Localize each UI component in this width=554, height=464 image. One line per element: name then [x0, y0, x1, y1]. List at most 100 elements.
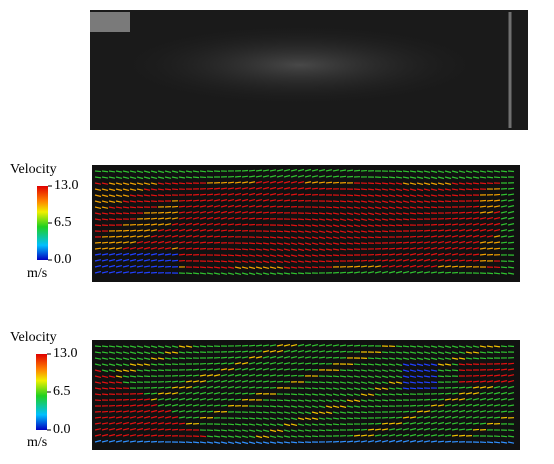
vector — [326, 382, 332, 383]
vector — [354, 412, 360, 413]
vector — [200, 436, 206, 437]
vector — [361, 429, 367, 430]
vector — [396, 346, 402, 347]
vector — [256, 387, 262, 388]
vector — [340, 370, 346, 371]
vector — [480, 254, 486, 255]
vector — [473, 381, 479, 382]
vector — [494, 369, 500, 370]
vector — [144, 376, 150, 377]
vector — [347, 418, 353, 419]
vector — [417, 213, 423, 214]
vector — [151, 272, 157, 273]
photo-nozzle — [90, 12, 130, 32]
vector — [396, 394, 402, 395]
vector — [333, 182, 339, 183]
vector — [144, 272, 150, 273]
vector — [144, 224, 150, 225]
vector — [137, 224, 143, 225]
vector — [242, 224, 248, 225]
vector — [340, 351, 346, 352]
vector — [333, 424, 339, 425]
vector — [487, 248, 493, 249]
vector — [487, 200, 493, 201]
vector — [179, 183, 185, 184]
vector — [501, 346, 507, 347]
vector — [319, 188, 325, 189]
vector — [305, 388, 311, 389]
vector — [116, 405, 122, 406]
vector — [452, 195, 458, 196]
vector — [452, 266, 458, 267]
vector — [193, 352, 199, 353]
vector — [452, 435, 458, 436]
vector — [424, 207, 430, 208]
vector — [277, 206, 283, 207]
vector — [438, 376, 444, 377]
vector — [179, 358, 185, 359]
vector — [473, 260, 479, 261]
vector — [249, 170, 255, 171]
vector — [249, 243, 255, 244]
colorbar — [36, 354, 47, 430]
vector — [305, 219, 311, 220]
vector — [431, 399, 437, 400]
vector — [291, 273, 297, 274]
vector — [200, 171, 206, 172]
vector — [459, 364, 465, 365]
vector — [207, 436, 213, 437]
vector — [487, 177, 493, 178]
vector — [333, 441, 339, 442]
vector — [487, 254, 493, 255]
vector — [228, 405, 234, 406]
vector — [116, 388, 122, 389]
vector — [270, 212, 276, 213]
vector — [165, 381, 171, 382]
vector — [354, 435, 360, 436]
vector — [228, 230, 234, 231]
vector — [130, 230, 136, 231]
vector — [480, 375, 486, 376]
vector — [172, 260, 178, 261]
colorbar-tick-label: 13.0 — [53, 346, 78, 361]
vector — [186, 254, 192, 255]
vector — [501, 436, 507, 437]
vector — [403, 394, 409, 395]
vector — [375, 423, 381, 424]
vector — [375, 231, 381, 232]
vector — [445, 393, 451, 394]
vector — [424, 382, 430, 383]
vector — [179, 206, 185, 207]
vector — [95, 248, 101, 249]
vector — [480, 358, 486, 359]
vector — [382, 254, 388, 255]
vector — [312, 436, 318, 437]
vector — [368, 406, 374, 407]
vector — [235, 399, 241, 400]
vector — [221, 357, 227, 358]
colorbar-tick-label: 0.0 — [54, 252, 72, 267]
vector — [375, 406, 381, 407]
vector — [207, 346, 213, 347]
vector — [158, 435, 164, 436]
vector — [445, 370, 451, 371]
vector — [508, 436, 514, 437]
vector — [312, 388, 318, 389]
vector — [347, 170, 353, 171]
vector — [410, 219, 416, 220]
vector — [200, 194, 206, 195]
vector — [221, 405, 227, 406]
vector — [389, 225, 395, 226]
vector — [228, 424, 234, 425]
vector — [431, 230, 437, 231]
vector — [445, 201, 451, 202]
vector — [347, 195, 353, 196]
vector — [179, 375, 185, 376]
vector — [298, 200, 304, 201]
vector — [193, 369, 199, 370]
vector — [389, 352, 395, 353]
vector — [158, 266, 164, 267]
vector — [312, 188, 318, 189]
vector — [151, 195, 157, 196]
